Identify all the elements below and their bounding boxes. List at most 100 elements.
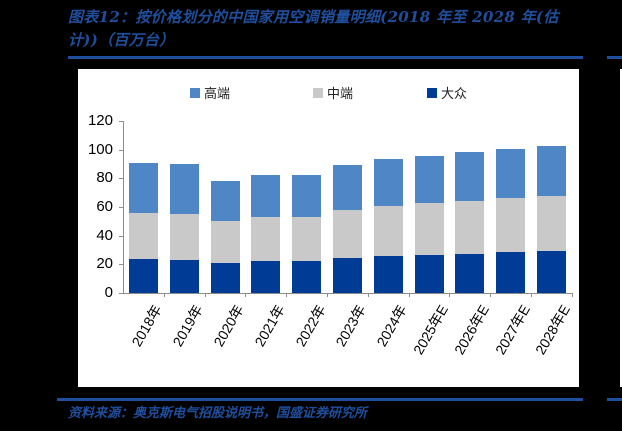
bar-segment-high [251, 174, 281, 217]
y-tick-mark [119, 120, 123, 122]
x-tick-label: 2028年E [532, 302, 574, 358]
chart-title-line2: 计))（百万台） [68, 31, 175, 49]
bar-segment-high [332, 164, 362, 211]
bar-segment-mid [536, 195, 566, 251]
source-note: 资料来源：奥克斯电气招股说明书，国盛证券研究所 [68, 406, 368, 421]
bar-segment-mass [496, 252, 526, 293]
x-tick-label: 2018年 [128, 302, 166, 350]
bar-segment-mass [414, 255, 444, 293]
legend-swatch-icon [313, 87, 323, 98]
legend-label: 高端 [204, 87, 231, 102]
bar-segment-mid [414, 203, 444, 256]
legend-label: 大众 [441, 87, 468, 102]
bar-segment-high [536, 145, 566, 196]
x-tick-mark [490, 293, 492, 297]
bar-segment-mid [128, 212, 158, 259]
bar-segment-high [210, 180, 240, 221]
y-tick-mark [119, 178, 123, 180]
legend-swatch-icon [190, 87, 200, 98]
stacked-bar [536, 145, 566, 293]
x-tick-label: 2025年E [409, 302, 452, 358]
x-tick-label: 2022年 [291, 302, 329, 350]
y-tick-mark [119, 235, 123, 237]
x-tick-mark [408, 293, 410, 297]
stacked-bar [414, 155, 444, 293]
chart-title-line1: 图表12：按价格划分的中国家用空调销量明细(2018 年至 2028 年(估 [68, 8, 559, 26]
right-panel-source-divider [607, 398, 622, 401]
y-tick-label: 120 [87, 111, 113, 129]
y-tick-label: 0 [104, 284, 113, 301]
x-tick-mark [367, 293, 369, 297]
stacked-bar [496, 148, 526, 293]
legend-swatch-icon [427, 87, 437, 98]
bar-segment-mass [373, 256, 403, 293]
stacked-bar [455, 152, 485, 293]
x-tick-label: 2026年E [450, 302, 492, 358]
x-tick-mark [531, 293, 532, 297]
y-tick-label: 100 [87, 140, 113, 158]
bar-segment-high [128, 163, 158, 213]
x-tick-mark [163, 293, 165, 297]
chart-title: 图表12：按价格划分的中国家用空调销量明细(2018 年至 2028 年(估 计… [68, 6, 588, 52]
x-tick-label: 2019年 [169, 302, 206, 350]
bar-segment-mass [536, 250, 566, 293]
x-tick-label: 2024年 [373, 302, 410, 350]
x-tick-mark [286, 293, 288, 297]
stacked-bar [251, 174, 281, 293]
bar-segment-mass [455, 253, 485, 293]
bar-segment-mass [169, 260, 199, 293]
x-tick-label: 2023年 [332, 302, 370, 350]
bar-segment-high [414, 155, 444, 204]
bar-segment-mid [210, 220, 240, 263]
bar-segment-mid [455, 200, 485, 254]
stacked-bar [332, 164, 362, 293]
y-tick-mark [119, 206, 123, 208]
bar-segment-high [373, 159, 403, 207]
stacked-bar [292, 175, 322, 293]
title-divider [68, 56, 583, 59]
bar-segment-mass [332, 257, 362, 293]
bar-segment-mid [332, 210, 362, 258]
y-axis-line [123, 120, 124, 293]
y-tick-mark [119, 149, 123, 151]
bar-segment-high [292, 175, 322, 218]
x-tick-mark [571, 293, 573, 297]
bar-segment-mid [373, 206, 403, 257]
x-tick-mark [449, 293, 451, 297]
bar-segment-high [455, 152, 485, 201]
y-tick-mark [119, 293, 123, 294]
legend: 高端 中端 大众 [78, 69, 579, 102]
bar-segment-mass [251, 260, 281, 293]
bar-segment-mass [210, 262, 240, 293]
x-tick-label: 2020年 [210, 302, 247, 350]
stacked-bar [373, 159, 403, 293]
source-divider [57, 398, 583, 401]
right-panel-title-divider [607, 56, 622, 59]
bar-segment-mid [169, 214, 199, 261]
legend-label: 中端 [327, 87, 354, 102]
legend-item: 高端 [190, 83, 230, 102]
bar-segment-high [496, 148, 526, 198]
x-tick-label: 2027年E [491, 302, 533, 358]
bar-segment-mid [496, 198, 526, 253]
legend-item: 大众 [427, 83, 467, 102]
bar-segment-mass [128, 258, 158, 293]
x-tick-mark [327, 293, 328, 297]
legend-item: 中端 [313, 83, 353, 102]
bar-segment-high [169, 164, 199, 215]
bar-segment-mass [292, 260, 322, 293]
y-tick-mark [119, 264, 123, 266]
x-tick-mark [204, 293, 206, 297]
right-chart-panel-partial [620, 69, 622, 387]
bar-segment-mid [251, 216, 281, 261]
y-tick-label: 40 [96, 226, 113, 244]
y-tick-label: 60 [96, 197, 113, 215]
x-axis-line [123, 293, 572, 294]
stacked-bar [210, 180, 240, 293]
x-tick-mark [245, 293, 247, 297]
stacked-bar [128, 163, 158, 293]
x-tick-label: 2021年 [251, 302, 288, 350]
y-tick-label: 20 [96, 255, 113, 273]
stacked-bar [169, 164, 199, 293]
bar-segment-mid [292, 217, 322, 261]
